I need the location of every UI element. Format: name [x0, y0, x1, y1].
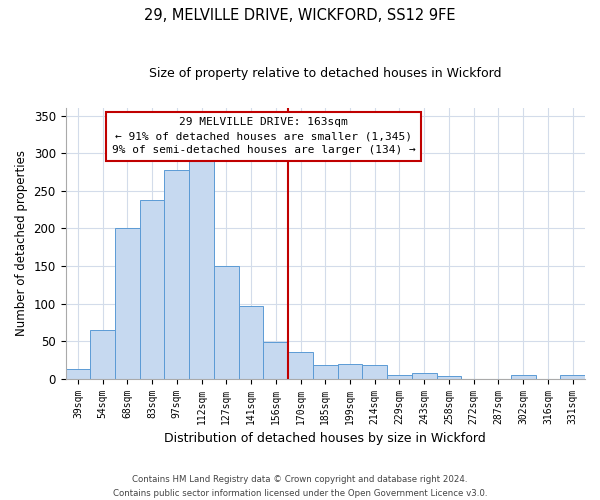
Bar	[412, 372, 437, 378]
Text: 29 MELVILLE DRIVE: 163sqm
← 91% of detached houses are smaller (1,345)
9% of sem: 29 MELVILLE DRIVE: 163sqm ← 91% of detac…	[112, 117, 415, 155]
Bar	[511, 375, 536, 378]
Bar	[362, 365, 387, 378]
Bar	[115, 228, 140, 378]
Bar	[164, 170, 189, 378]
Text: 29, MELVILLE DRIVE, WICKFORD, SS12 9FE: 29, MELVILLE DRIVE, WICKFORD, SS12 9FE	[144, 8, 456, 22]
Text: Contains HM Land Registry data © Crown copyright and database right 2024.
Contai: Contains HM Land Registry data © Crown c…	[113, 476, 487, 498]
Bar	[189, 160, 214, 378]
Bar	[214, 266, 239, 378]
Bar	[263, 342, 288, 378]
Bar	[65, 369, 90, 378]
Bar	[560, 375, 585, 378]
Bar	[387, 375, 412, 378]
Bar	[313, 365, 338, 378]
Bar	[338, 364, 362, 378]
Bar	[239, 306, 263, 378]
Bar	[288, 352, 313, 378]
Y-axis label: Number of detached properties: Number of detached properties	[15, 150, 28, 336]
X-axis label: Distribution of detached houses by size in Wickford: Distribution of detached houses by size …	[164, 432, 486, 445]
Title: Size of property relative to detached houses in Wickford: Size of property relative to detached ho…	[149, 68, 502, 80]
Bar	[437, 376, 461, 378]
Bar	[140, 200, 164, 378]
Bar	[90, 330, 115, 378]
